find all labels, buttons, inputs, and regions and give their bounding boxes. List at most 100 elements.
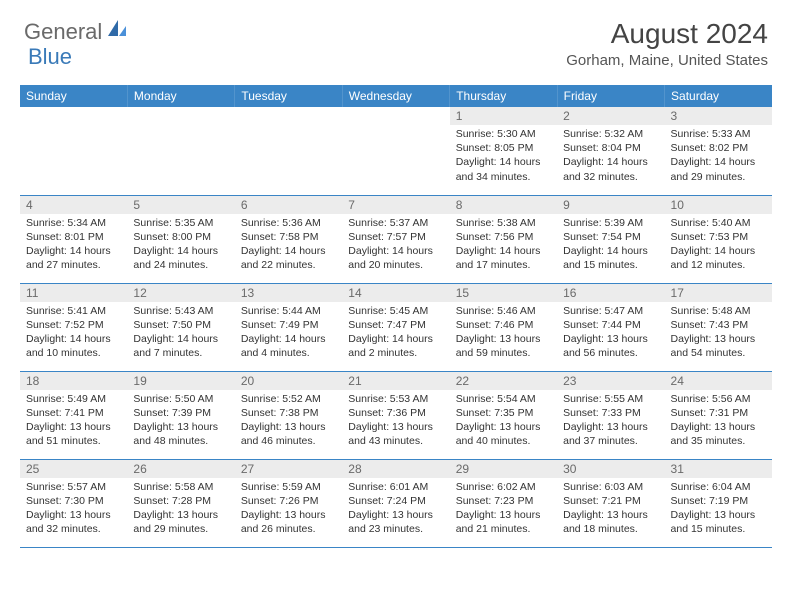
day-number: 15 <box>450 284 557 302</box>
sunrise-text: Sunrise: 5:50 AM <box>133 392 228 406</box>
sunset-text: Sunset: 7:56 PM <box>456 230 551 244</box>
calendar-day-cell: 20Sunrise: 5:52 AMSunset: 7:38 PMDayligh… <box>235 371 342 459</box>
sunrise-text: Sunrise: 5:32 AM <box>563 127 658 141</box>
day-number: 30 <box>557 460 664 478</box>
sunset-text: Sunset: 7:24 PM <box>348 494 443 508</box>
day-info: Sunrise: 5:57 AMSunset: 7:30 PMDaylight:… <box>20 478 127 541</box>
calendar-day-cell: 21Sunrise: 5:53 AMSunset: 7:36 PMDayligh… <box>342 371 449 459</box>
daylight-text: Daylight: 13 hours and 35 minutes. <box>671 420 766 448</box>
logo-text-general: General <box>24 19 102 45</box>
daylight-text: Daylight: 14 hours and 17 minutes. <box>456 244 551 272</box>
sunset-text: Sunset: 8:05 PM <box>456 141 551 155</box>
day-number: 27 <box>235 460 342 478</box>
sunrise-text: Sunrise: 5:34 AM <box>26 216 121 230</box>
month-title: August 2024 <box>566 18 768 50</box>
sunrise-text: Sunrise: 5:41 AM <box>26 304 121 318</box>
daylight-text: Daylight: 13 hours and 40 minutes. <box>456 420 551 448</box>
sunset-text: Sunset: 8:00 PM <box>133 230 228 244</box>
daylight-text: Daylight: 13 hours and 18 minutes. <box>563 508 658 536</box>
calendar-day-cell: 25Sunrise: 5:57 AMSunset: 7:30 PMDayligh… <box>20 459 127 547</box>
title-block: August 2024 Gorham, Maine, United States <box>566 18 768 69</box>
day-number: 4 <box>20 196 127 214</box>
sunset-text: Sunset: 7:26 PM <box>241 494 336 508</box>
day-number: 16 <box>557 284 664 302</box>
sunrise-text: Sunrise: 5:48 AM <box>671 304 766 318</box>
calendar-day-cell <box>20 107 127 195</box>
sunset-text: Sunset: 7:52 PM <box>26 318 121 332</box>
day-info: Sunrise: 5:59 AMSunset: 7:26 PMDaylight:… <box>235 478 342 541</box>
calendar-day-cell <box>235 107 342 195</box>
daylight-text: Daylight: 14 hours and 4 minutes. <box>241 332 336 360</box>
sunset-text: Sunset: 7:31 PM <box>671 406 766 420</box>
daylight-text: Daylight: 14 hours and 27 minutes. <box>26 244 121 272</box>
calendar-day-cell: 29Sunrise: 6:02 AMSunset: 7:23 PMDayligh… <box>450 459 557 547</box>
sunrise-text: Sunrise: 5:49 AM <box>26 392 121 406</box>
day-number: 25 <box>20 460 127 478</box>
logo-blue-row: Blue <box>28 44 72 70</box>
calendar-day-cell: 2Sunrise: 5:32 AMSunset: 8:04 PMDaylight… <box>557 107 664 195</box>
sunset-text: Sunset: 7:19 PM <box>671 494 766 508</box>
day-number: 3 <box>665 107 772 125</box>
weekday-header: Wednesday <box>342 85 449 107</box>
day-info: Sunrise: 6:02 AMSunset: 7:23 PMDaylight:… <box>450 478 557 541</box>
sunset-text: Sunset: 7:33 PM <box>563 406 658 420</box>
daylight-text: Daylight: 13 hours and 37 minutes. <box>563 420 658 448</box>
day-info: Sunrise: 5:30 AMSunset: 8:05 PMDaylight:… <box>450 125 557 188</box>
daylight-text: Daylight: 14 hours and 10 minutes. <box>26 332 121 360</box>
daylight-text: Daylight: 14 hours and 22 minutes. <box>241 244 336 272</box>
day-number: 19 <box>127 372 234 390</box>
logo-sail-icon <box>106 18 128 45</box>
sunset-text: Sunset: 8:01 PM <box>26 230 121 244</box>
sunset-text: Sunset: 7:36 PM <box>348 406 443 420</box>
day-number: 17 <box>665 284 772 302</box>
daylight-text: Daylight: 14 hours and 12 minutes. <box>671 244 766 272</box>
weekday-header: Thursday <box>450 85 557 107</box>
sunrise-text: Sunrise: 5:55 AM <box>563 392 658 406</box>
calendar-day-cell: 9Sunrise: 5:39 AMSunset: 7:54 PMDaylight… <box>557 195 664 283</box>
daylight-text: Daylight: 13 hours and 59 minutes. <box>456 332 551 360</box>
sunrise-text: Sunrise: 5:56 AM <box>671 392 766 406</box>
daylight-text: Daylight: 13 hours and 15 minutes. <box>671 508 766 536</box>
day-info: Sunrise: 6:01 AMSunset: 7:24 PMDaylight:… <box>342 478 449 541</box>
sunset-text: Sunset: 7:21 PM <box>563 494 658 508</box>
day-info: Sunrise: 5:36 AMSunset: 7:58 PMDaylight:… <box>235 214 342 277</box>
sunrise-text: Sunrise: 5:43 AM <box>133 304 228 318</box>
calendar-day-cell: 1Sunrise: 5:30 AMSunset: 8:05 PMDaylight… <box>450 107 557 195</box>
daylight-text: Daylight: 14 hours and 2 minutes. <box>348 332 443 360</box>
logo: General <box>24 18 130 45</box>
sunrise-text: Sunrise: 5:40 AM <box>671 216 766 230</box>
day-number: 31 <box>665 460 772 478</box>
daylight-text: Daylight: 13 hours and 23 minutes. <box>348 508 443 536</box>
day-info: Sunrise: 5:34 AMSunset: 8:01 PMDaylight:… <box>20 214 127 277</box>
calendar-day-cell: 13Sunrise: 5:44 AMSunset: 7:49 PMDayligh… <box>235 283 342 371</box>
day-info: Sunrise: 5:45 AMSunset: 7:47 PMDaylight:… <box>342 302 449 365</box>
sunset-text: Sunset: 8:02 PM <box>671 141 766 155</box>
sunrise-text: Sunrise: 5:30 AM <box>456 127 551 141</box>
calendar-day-cell: 30Sunrise: 6:03 AMSunset: 7:21 PMDayligh… <box>557 459 664 547</box>
day-info: Sunrise: 5:46 AMSunset: 7:46 PMDaylight:… <box>450 302 557 365</box>
day-number: 21 <box>342 372 449 390</box>
calendar-day-cell <box>127 107 234 195</box>
sunrise-text: Sunrise: 5:47 AM <box>563 304 658 318</box>
day-number: 26 <box>127 460 234 478</box>
calendar-week-row: 18Sunrise: 5:49 AMSunset: 7:41 PMDayligh… <box>20 371 772 459</box>
logo-text-blue: Blue <box>28 44 72 69</box>
day-info: Sunrise: 5:53 AMSunset: 7:36 PMDaylight:… <box>342 390 449 453</box>
day-info: Sunrise: 5:40 AMSunset: 7:53 PMDaylight:… <box>665 214 772 277</box>
day-number: 23 <box>557 372 664 390</box>
sunset-text: Sunset: 7:46 PM <box>456 318 551 332</box>
sunrise-text: Sunrise: 5:53 AM <box>348 392 443 406</box>
calendar-body: 1Sunrise: 5:30 AMSunset: 8:05 PMDaylight… <box>20 107 772 547</box>
sunrise-text: Sunrise: 5:54 AM <box>456 392 551 406</box>
sunset-text: Sunset: 8:04 PM <box>563 141 658 155</box>
day-number: 12 <box>127 284 234 302</box>
sunrise-text: Sunrise: 5:59 AM <box>241 480 336 494</box>
daylight-text: Daylight: 13 hours and 56 minutes. <box>563 332 658 360</box>
sunset-text: Sunset: 7:57 PM <box>348 230 443 244</box>
day-info: Sunrise: 5:50 AMSunset: 7:39 PMDaylight:… <box>127 390 234 453</box>
sunset-text: Sunset: 7:47 PM <box>348 318 443 332</box>
sunset-text: Sunset: 7:30 PM <box>26 494 121 508</box>
sunrise-text: Sunrise: 5:38 AM <box>456 216 551 230</box>
day-info: Sunrise: 5:33 AMSunset: 8:02 PMDaylight:… <box>665 125 772 188</box>
calendar-day-cell: 14Sunrise: 5:45 AMSunset: 7:47 PMDayligh… <box>342 283 449 371</box>
